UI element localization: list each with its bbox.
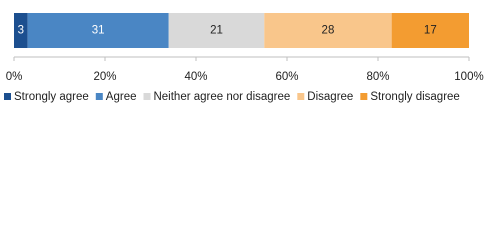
- x-tick-label: 80%: [366, 71, 389, 83]
- chart: 0% 20% 40% 60% 80% 100% 3 31 21 28 17 Strongly agre…: [4, 13, 484, 103]
- bar-segment: [391, 13, 469, 48]
- data-label: 28: [322, 25, 335, 37]
- legend-label: Neither agree nor disagree: [153, 91, 290, 103]
- legend-label: Agree: [106, 91, 137, 103]
- legend-label: Strongly disagree: [370, 91, 460, 103]
- legend-swatch: [360, 93, 368, 100]
- legend-swatch: [4, 93, 11, 100]
- data-label: 3: [18, 25, 24, 37]
- bar-segment: [27, 13, 169, 48]
- legend-swatch: [95, 93, 103, 100]
- data-label: 21: [210, 25, 223, 37]
- bar-segment: [168, 13, 265, 48]
- x-tick-label: 60%: [275, 71, 298, 83]
- legend-swatch: [297, 93, 305, 100]
- legend-label: Disagree: [307, 91, 353, 103]
- x-tick-label: 40%: [184, 71, 207, 83]
- x-tick-label: 20%: [93, 71, 116, 83]
- legend-swatch: [143, 93, 151, 100]
- x-tick-label: 0%: [6, 71, 23, 83]
- data-label: 31: [92, 25, 105, 37]
- data-label: 17: [424, 25, 437, 37]
- bar-segment: [14, 13, 28, 48]
- x-tick-label: 100%: [454, 71, 483, 83]
- legend-label: Strongly agree: [14, 91, 89, 103]
- bar-segment: [264, 13, 392, 48]
